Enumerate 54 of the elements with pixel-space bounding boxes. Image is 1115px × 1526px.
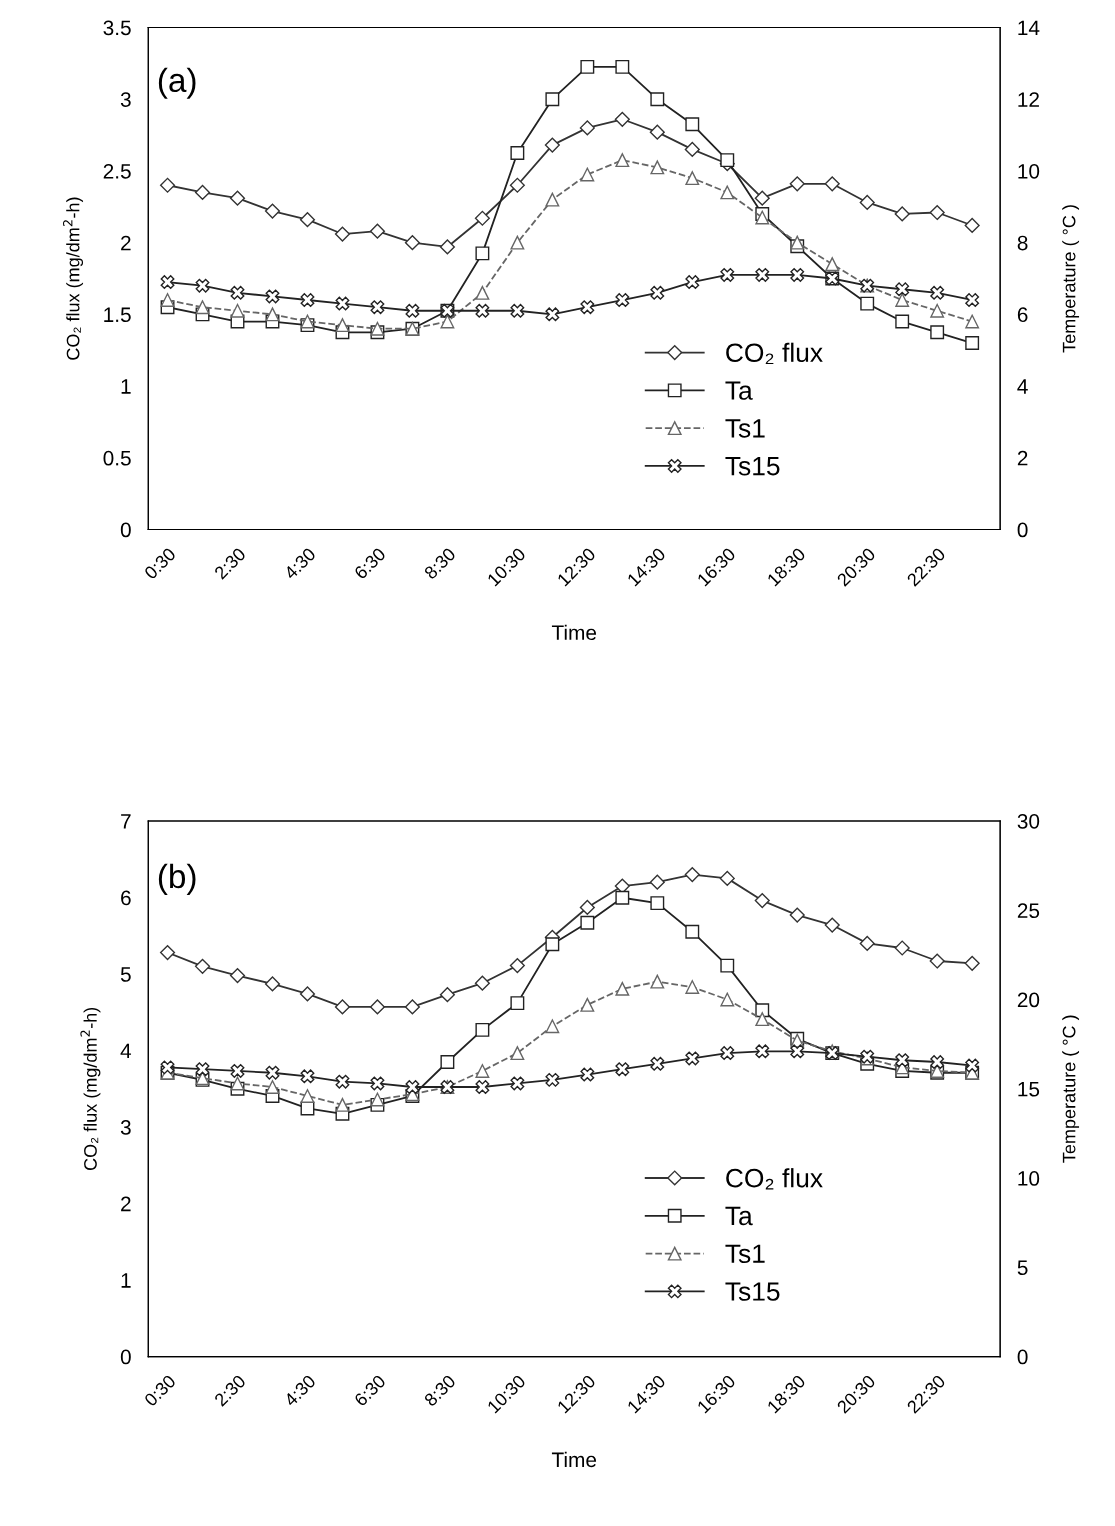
y2-tick-label: 5 xyxy=(1017,1260,1028,1276)
y2-tick-label: 14 xyxy=(1018,20,1040,36)
y-tick-label: 1.5 xyxy=(104,307,131,323)
y-tick-label: 3 xyxy=(120,92,131,107)
y-tick-label: 7 xyxy=(121,814,131,829)
x-axis-title: Time xyxy=(551,1451,597,1468)
y-axis-title: CO₂ flux (mg/dm$^{2}$-h) xyxy=(80,1007,101,1171)
x-tick-label: 0:30 xyxy=(143,547,177,580)
y-tick-label: 4 xyxy=(120,1043,132,1059)
x-tick-label: 6:30 xyxy=(353,547,387,580)
annotation: (b) xyxy=(158,863,196,895)
y-tick-label: 3 xyxy=(120,1120,131,1135)
x-tick-label: 8:30 xyxy=(423,1374,457,1407)
legend-label: CO₂ flux xyxy=(726,1168,823,1190)
y2-tick-label: 2 xyxy=(1017,450,1028,466)
y-tick-label: 6 xyxy=(121,890,131,906)
x-axis-title: Time xyxy=(551,624,597,641)
y-tick-label: 0.5 xyxy=(103,450,131,466)
y2-tick-label: 0 xyxy=(1017,522,1028,538)
legend-label: Ta xyxy=(725,381,753,400)
y2-tick-label: 10 xyxy=(1018,163,1040,179)
y-tick-label: 5 xyxy=(120,967,131,982)
y-tick-label: 3.5 xyxy=(103,20,131,36)
x-tick-label: 4:30 xyxy=(283,1374,317,1408)
y2-tick-label: 0 xyxy=(1017,1349,1028,1365)
y2-tick-label: 25 xyxy=(1017,903,1040,919)
y-tick-label: 2 xyxy=(121,235,131,251)
legend-label: CO₂ flux xyxy=(726,342,823,365)
y-tick-label: 1 xyxy=(121,379,131,394)
legend-label: Ts1 xyxy=(725,1244,765,1264)
x-tick-label: 0:30 xyxy=(143,1374,177,1408)
y2-axis-title: Temperature ( °C ) xyxy=(1062,1015,1080,1163)
y2-tick-label: 20 xyxy=(1017,992,1040,1008)
y2-tick-label: 30 xyxy=(1017,813,1040,829)
y-tick-label: 0 xyxy=(120,1349,131,1365)
legend-label: Ta xyxy=(725,1206,753,1226)
x-tick-label: 4:30 xyxy=(283,547,317,581)
y-tick-label: 2 xyxy=(121,1196,131,1212)
y-axis-title: CO₂ flux (mg/dm$^{2}$-h) xyxy=(63,197,84,360)
legend-label: Ts1 xyxy=(725,419,765,438)
y-tick-label: 0 xyxy=(120,522,131,538)
y2-tick-label: 10 xyxy=(1018,1171,1040,1186)
legend-label: Ts15 xyxy=(725,1282,780,1301)
y2-axis-title: Temperature ( °C ) xyxy=(1062,205,1080,353)
x-tick-label: 6:30 xyxy=(353,1374,387,1407)
y2-tick-label: 15 xyxy=(1018,1082,1040,1097)
y2-tick-label: 4 xyxy=(1017,379,1028,394)
y-tick-label: 2.5 xyxy=(103,163,131,179)
y2-tick-label: 6 xyxy=(1017,307,1028,323)
annotation: (a) xyxy=(158,67,196,99)
y2-tick-label: 12 xyxy=(1018,92,1039,107)
legend-label: Ts15 xyxy=(725,457,780,476)
y-tick-label: 1 xyxy=(121,1273,131,1288)
y2-tick-label: 8 xyxy=(1017,235,1028,251)
